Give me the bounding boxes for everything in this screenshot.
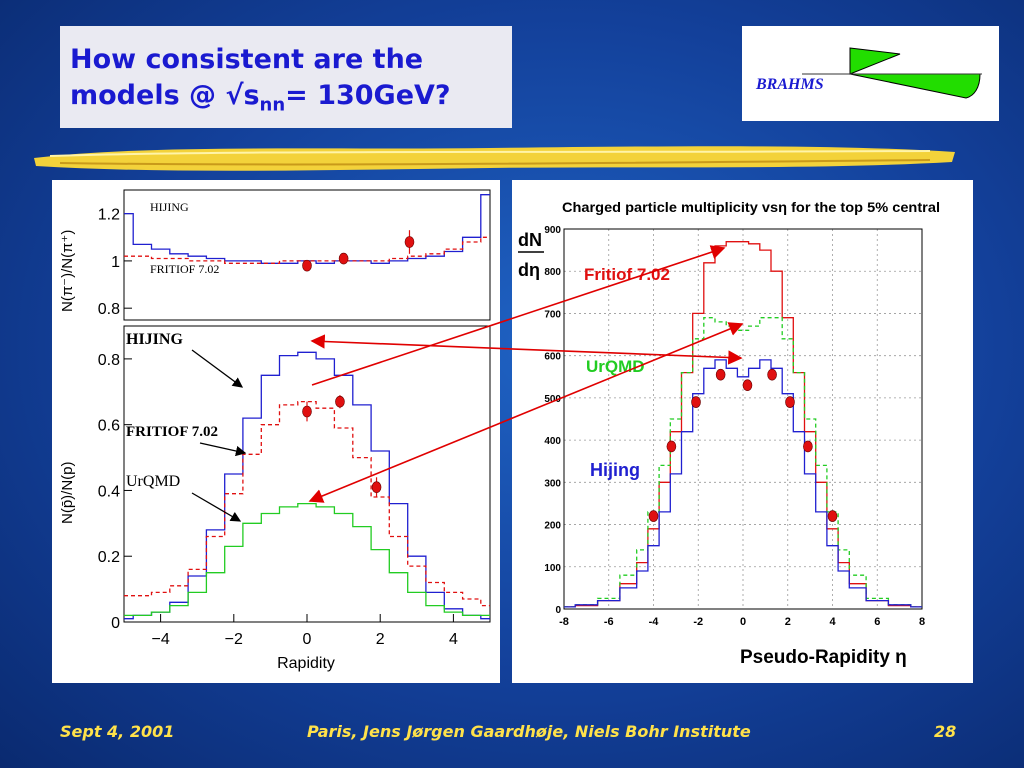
- footer-author: Paris, Jens Jørgen Gaardhøje, Niels Bohr…: [307, 722, 751, 741]
- title-box: How consistent are the models @ √snn= 13…: [60, 26, 512, 128]
- mult-data-point: [767, 368, 777, 381]
- ytick-label: 200: [544, 521, 561, 532]
- bottom-ytick-label: 0.4: [98, 483, 120, 500]
- mult-data-point: [691, 396, 701, 408]
- mult-data-point: [742, 379, 753, 392]
- ytick-label: 500: [544, 394, 561, 405]
- bottom-data-point: [302, 405, 312, 418]
- xtick-label: 6: [874, 616, 880, 628]
- top-ytick-label: 0.8: [98, 301, 120, 318]
- ylabel-denominator: dη: [518, 260, 540, 280]
- ytick-label: 100: [544, 563, 561, 574]
- top-fritiof-7-02-curve: [124, 236, 490, 264]
- multiplicity-panel: Charged particle multiplicity vsη for th…: [512, 180, 973, 683]
- ytick-label: 800: [544, 267, 561, 278]
- multiplicity-chart: Charged particle multiplicity vsη for th…: [518, 199, 940, 668]
- annotation-fritiof: Fritiof 7.02: [584, 265, 670, 284]
- annotation-fritiof: FRITIOF 7.02: [126, 424, 218, 440]
- xtick-label: -8: [559, 616, 569, 628]
- footer-date: Sept 4, 2001: [60, 722, 175, 741]
- title-line-2-sub: nn: [259, 94, 286, 116]
- brahms-logo-graphic: BRAHMS: [755, 47, 982, 99]
- bottom-xtick-label: −2: [225, 631, 243, 648]
- xtick-label: 8: [919, 616, 925, 628]
- ytick-label: 0: [555, 605, 561, 616]
- annotation-arrow-urqmd: [191, 492, 242, 522]
- ytick-label: 400: [544, 436, 561, 447]
- bottom-hijing-curve: [124, 351, 490, 620]
- brahms-logo: BRAHMS: [742, 26, 999, 121]
- xtick-label: -6: [604, 616, 614, 628]
- xtick-label: -2: [693, 616, 703, 628]
- title-line-2-pre: models @ √s: [70, 80, 260, 111]
- bottom-ytick-label: 0.2: [98, 549, 120, 566]
- bottom-ytick-label: 0.6: [98, 418, 120, 435]
- xtick-label: -4: [649, 616, 660, 628]
- bottom-urqmd-curve: [124, 502, 490, 617]
- annotation-arrow-hijing: [191, 349, 244, 388]
- annotation-arrow-fritiof: [199, 442, 247, 457]
- ytick-label: 300: [544, 478, 561, 489]
- top-ytick-label: 1: [111, 254, 120, 271]
- top-ylabel: N(π⁻)/N(π⁺): [59, 230, 76, 312]
- page-number: 28: [934, 722, 957, 741]
- ytick-label: 600: [544, 352, 561, 363]
- bottom-data-point: [371, 481, 382, 493]
- slide-title: How consistent are the models @ √snn= 13…: [70, 42, 512, 123]
- bottom-xtick-label: 2: [376, 631, 385, 648]
- bottom-data-point: [335, 395, 345, 408]
- mult-data-point: [648, 510, 659, 522]
- title-line-1: How consistent are the: [70, 44, 424, 75]
- logo-text: BRAHMS: [755, 76, 824, 93]
- bottom-ytick-label: 0: [111, 615, 120, 632]
- ytick-label: 700: [544, 309, 561, 320]
- top-ytick-label: 1.2: [98, 207, 120, 224]
- rapidity-ratio-panel: 0.8 1 1.2 HIJING FRITIOF 7.02 N(π⁻)/N(π⁺) 0 0.2…: [52, 180, 500, 683]
- bottom-ylabel: N(p̄)/N(p): [59, 461, 76, 524]
- bottom-xlabel: Rapidity: [277, 655, 335, 672]
- xtick-label: 2: [785, 616, 791, 628]
- bottom-ytick-label: 0.8: [98, 352, 120, 369]
- bottom-xtick-label: −4: [151, 631, 169, 648]
- divider-brush: [34, 146, 955, 171]
- mult-fritiof-7-02-curve: [564, 241, 922, 608]
- bottom-xtick-label: 0: [303, 631, 312, 648]
- ytick-label: 900: [544, 225, 561, 236]
- xtick-label: 4: [829, 616, 836, 628]
- xlabel: Pseudo-Rapidity η: [740, 647, 907, 668]
- mult-data-point: [827, 510, 838, 522]
- top-data-point: [404, 236, 415, 248]
- top-data-point: [338, 252, 349, 265]
- mult-data-point: [785, 396, 795, 408]
- annotation-hijing: Hijing: [590, 460, 640, 480]
- top-annotation-hijing: HIJING: [150, 200, 189, 214]
- annotation-urqmd: UrQMD: [586, 357, 645, 376]
- bottom-xtick-label: 4: [449, 631, 458, 648]
- annotation-urqmd: UrQMD: [126, 473, 180, 490]
- mult-data-point: [666, 440, 677, 453]
- ylabel-numerator: dN: [518, 230, 542, 250]
- ratio-charts: 0.8 1 1.2 HIJING FRITIOF 7.02 N(π⁻)/N(π⁺) 0 0.2…: [59, 189, 491, 672]
- chart-title: Charged particle multiplicity vsη for th…: [562, 199, 940, 215]
- annotation-hijing: HIJING: [126, 331, 183, 348]
- mult-data-point: [803, 440, 813, 453]
- mult-data-point: [715, 368, 726, 381]
- top-data-point: [302, 259, 312, 272]
- title-line-2-post: = 130GeV?: [285, 80, 451, 111]
- xtick-label: 0: [740, 616, 746, 628]
- top-annotation-fritiof: FRITIOF 7.02: [150, 262, 219, 276]
